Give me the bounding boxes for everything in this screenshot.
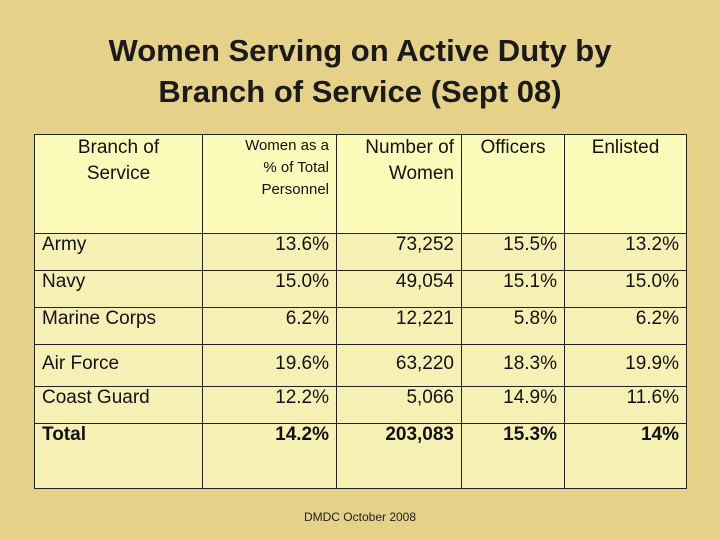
- table-row: Army 13.6% 73,252 15.5% 13.2%: [34, 233, 687, 271]
- header-branch: Branch of Service: [34, 134, 203, 234]
- branch-cell: Air Force: [34, 344, 203, 387]
- slide-title: Women Serving on Active Duty by Branch o…: [0, 30, 720, 112]
- total-number: 203,083: [336, 423, 462, 489]
- enlisted-cell: 15.0%: [564, 270, 687, 308]
- table-row: Air Force 19.6% 63,220 18.3% 19.9%: [34, 344, 687, 387]
- pct-cell: 6.2%: [202, 307, 337, 345]
- pct-cell: 12.2%: [202, 386, 337, 424]
- table-row: Marine Corps 6.2% 12,221 5.8% 6.2%: [34, 307, 687, 345]
- women-service-table: Branch of Service Women as a % of Total …: [34, 134, 687, 489]
- total-officers: 15.3%: [461, 423, 565, 489]
- number-cell: 63,220: [336, 344, 462, 387]
- source-note: DMDC October 2008: [303, 510, 417, 524]
- number-cell: 73,252: [336, 233, 462, 271]
- officers-cell: 18.3%: [461, 344, 565, 387]
- pct-cell: 15.0%: [202, 270, 337, 308]
- number-cell: 12,221: [336, 307, 462, 345]
- pct-cell: 19.6%: [202, 344, 337, 387]
- table-row: Coast Guard 12.2% 5,066 14.9% 11.6%: [34, 386, 687, 424]
- total-enlisted: 14%: [564, 423, 687, 489]
- header-pct-total: Women as a % of Total Personnel: [202, 134, 337, 234]
- number-cell: 5,066: [336, 386, 462, 424]
- enlisted-cell: 19.9%: [564, 344, 687, 387]
- branch-cell: Army: [34, 233, 203, 271]
- header-enlisted: Enlisted: [564, 134, 687, 234]
- title-line-2: Branch of Service (Sept 08): [158, 74, 562, 109]
- enlisted-cell: 13.2%: [564, 233, 687, 271]
- officers-cell: 15.5%: [461, 233, 565, 271]
- branch-cell: Marine Corps: [34, 307, 203, 345]
- number-cell: 49,054: [336, 270, 462, 308]
- enlisted-cell: 6.2%: [564, 307, 687, 345]
- enlisted-cell: 11.6%: [564, 386, 687, 424]
- title-line-1: Women Serving on Active Duty by: [108, 33, 612, 68]
- officers-cell: 5.8%: [461, 307, 565, 345]
- branch-cell: Coast Guard: [34, 386, 203, 424]
- officers-cell: 15.1%: [461, 270, 565, 308]
- total-label: Total: [34, 423, 203, 489]
- officers-cell: 14.9%: [461, 386, 565, 424]
- branch-cell: Navy: [34, 270, 203, 308]
- pct-cell: 13.6%: [202, 233, 337, 271]
- total-row: Total 14.2% 203,083 15.3% 14%: [34, 423, 687, 489]
- total-pct: 14.2%: [202, 423, 337, 489]
- table-row: Navy 15.0% 49,054 15.1% 15.0%: [34, 270, 687, 308]
- header-row: Branch of Service Women as a % of Total …: [34, 134, 687, 234]
- header-number-of-women: Number of Women: [336, 134, 462, 234]
- header-officers: Officers: [461, 134, 565, 234]
